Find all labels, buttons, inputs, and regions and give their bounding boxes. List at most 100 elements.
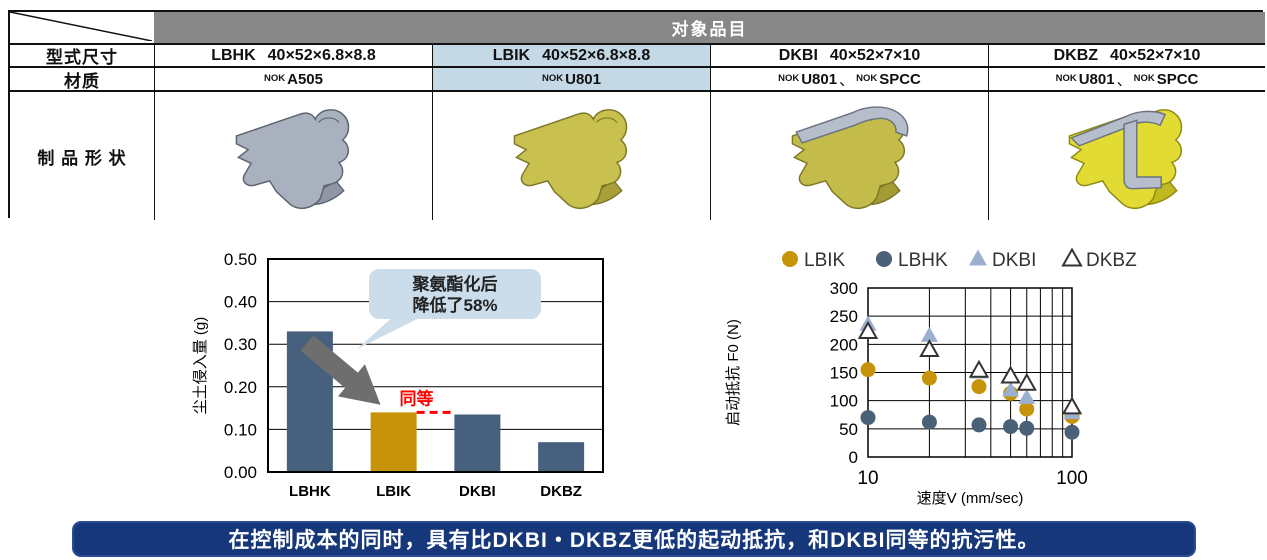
marker-LBHK: [971, 417, 987, 433]
marker-LBHK: [876, 251, 892, 267]
gold-seal-with-metal-cap-image: [791, 106, 908, 210]
y-tick-label: 50: [839, 420, 858, 439]
marker-LBHK: [1003, 419, 1019, 435]
marker-DKBZ: [1061, 247, 1083, 267]
diagonal-line: [10, 12, 152, 41]
product-image-lbik: [432, 90, 710, 220]
material-cell-lbhk: NOK A505: [154, 66, 432, 90]
x-category-label: DKBI: [459, 483, 496, 500]
marker-LBIK: [921, 370, 937, 386]
product-comparison-table: 对象品目 型式尺寸 LBHK 40×52×6.8×8.8 LBIK 40×52×…: [8, 10, 1265, 220]
model-size: 40×52×6.8×8.8: [542, 46, 651, 64]
material-cell-dkbi: NOK U801、 NOK SPCC: [710, 66, 988, 90]
y-tick-label: 100: [830, 392, 858, 411]
x-category-label: LBIK: [376, 483, 411, 500]
marker-LBHK: [1064, 424, 1080, 440]
y-tick-label: 0.10: [224, 420, 257, 439]
marker-DKBI: [1018, 388, 1036, 404]
brand-mark: NOK: [856, 72, 878, 84]
dust-intrusion-bar-chart: 0.00 0.10 0.20 0.30 0.40 0.50 LBHK LBIK DKBI DKBZ…: [192, 250, 604, 500]
brand-mark: NOK: [1133, 72, 1155, 84]
material-name: SPCC: [1156, 70, 1199, 88]
brand-mark: NOK: [264, 72, 286, 84]
x-category-label: LBHK: [289, 483, 331, 500]
x-category-label: DKBZ: [540, 483, 582, 500]
gold-urethane-seal-image: [513, 109, 627, 210]
x-axis-label: 速度V (mm/sec): [917, 490, 1024, 507]
y-tick-label: 250: [830, 307, 858, 326]
bar-DKBZ: [538, 442, 585, 472]
marker-DKBZ: [1016, 372, 1037, 391]
marker-LBIK: [860, 362, 876, 378]
table-corner-cell: [10, 12, 154, 43]
material-cell-lbik: NOK U801: [432, 66, 710, 90]
table-header-subject-items: 对象品目: [154, 12, 1265, 43]
size-cell-dkbz: DKBZ 40×52×7×10: [988, 43, 1265, 66]
material-name: U801: [565, 70, 601, 88]
marker-LBIK: [1019, 401, 1035, 417]
marker-DKBI: [1002, 381, 1020, 397]
marker-LBIK: [782, 251, 798, 267]
material-name: A505: [287, 70, 323, 88]
callout-text: 聚氨酯化后: [412, 274, 498, 294]
legend-label-LBIK: LBIK: [804, 250, 846, 271]
material-separator: 、: [839, 71, 855, 89]
model-size: 40×52×7×10: [829, 46, 921, 64]
plot-border: [267, 258, 604, 473]
brand-mark: NOK: [542, 72, 564, 84]
marker-LBIK: [971, 379, 987, 395]
material-name: U801: [1078, 70, 1115, 88]
model-name: DKBZ: [1053, 46, 1099, 64]
material-name: SPCC: [879, 70, 921, 88]
bar-DKBI: [454, 414, 501, 472]
conclusion-banner: 在控制成本的同时，具有比DKBI・DKBZ更低的起动抵抗，和DKBI同等的抗污性…: [72, 521, 1196, 557]
gray-rubber-seal-image: [235, 109, 349, 210]
product-image-dkbz: [988, 90, 1265, 220]
marker-DKBI: [969, 249, 987, 266]
conclusion-text: 在控制成本的同时，具有比DKBI・DKBZ更低的起动抵抗，和DKBI同等的抗污性…: [228, 529, 1040, 552]
legend-label-DKBZ: DKBZ: [1086, 250, 1137, 271]
legend-label-DKBI: DKBI: [992, 250, 1036, 271]
marker-DKBZ: [1061, 396, 1083, 415]
decrease-arrow: [300, 335, 381, 405]
marker-LBHK: [860, 410, 876, 426]
callout-bubble: [369, 269, 541, 319]
marker-DKBZ: [919, 338, 940, 357]
brand-mark: NOK: [778, 72, 800, 84]
y-tick-label: 0.30: [224, 335, 257, 354]
marker-DKBI: [920, 326, 938, 342]
y-tick-label: 0.20: [224, 378, 257, 397]
y-tick-label: 0.50: [224, 250, 257, 269]
y-tick-label: 300: [830, 279, 858, 298]
brand-mark: NOK: [1055, 72, 1077, 84]
marker-DKBZ: [857, 320, 879, 339]
model-name: LBIK: [492, 46, 531, 64]
row-label-material: 材质: [10, 66, 154, 91]
size-cell-lbhk: LBHK 40×52×6.8×8.8: [154, 43, 432, 66]
y-axis-label: 启动抵抗 F0 (N): [725, 319, 742, 426]
material-separator: 、: [1116, 71, 1132, 89]
size-cell-dkbi: DKBI 40×52×7×10: [710, 43, 988, 66]
marker-DKBZ: [968, 359, 990, 378]
y-tick-label: 150: [830, 364, 858, 383]
size-cell-lbik: LBIK 40×52×6.8×8.8: [432, 43, 710, 66]
yellow-seal-with-metal-insert-image: [1068, 109, 1183, 210]
model-size: 40×52×7×10: [1110, 46, 1201, 64]
y-axis-label: 尘土侵入量 (g): [192, 317, 209, 415]
legend-label-LBHK: LBHK: [898, 250, 948, 271]
bar-LBIK: [370, 412, 417, 472]
x-tick-label: 100: [1056, 468, 1088, 489]
startup-resistance-scatter-chart: 0 50 100 150 200 250 300 10 100 速度V (mm/sec) 启动抵抗 …: [725, 247, 1137, 507]
callout-text: 降低了58%: [412, 295, 497, 315]
material-name: U801: [801, 70, 838, 88]
callout-tail: [357, 315, 425, 349]
marker-LBHK: [1019, 420, 1035, 436]
equal-label: 同等: [400, 388, 434, 408]
row-label-product-shape: 制 品 形 状: [10, 90, 154, 220]
model-name: LBHK: [211, 46, 256, 64]
y-tick-label: 0.00: [224, 463, 257, 482]
material-cell-dkbz: NOK U801、 NOK SPCC: [988, 66, 1265, 90]
row-label-model-size: 型式尺寸: [10, 43, 154, 67]
x-tick-label: 10: [857, 468, 878, 489]
